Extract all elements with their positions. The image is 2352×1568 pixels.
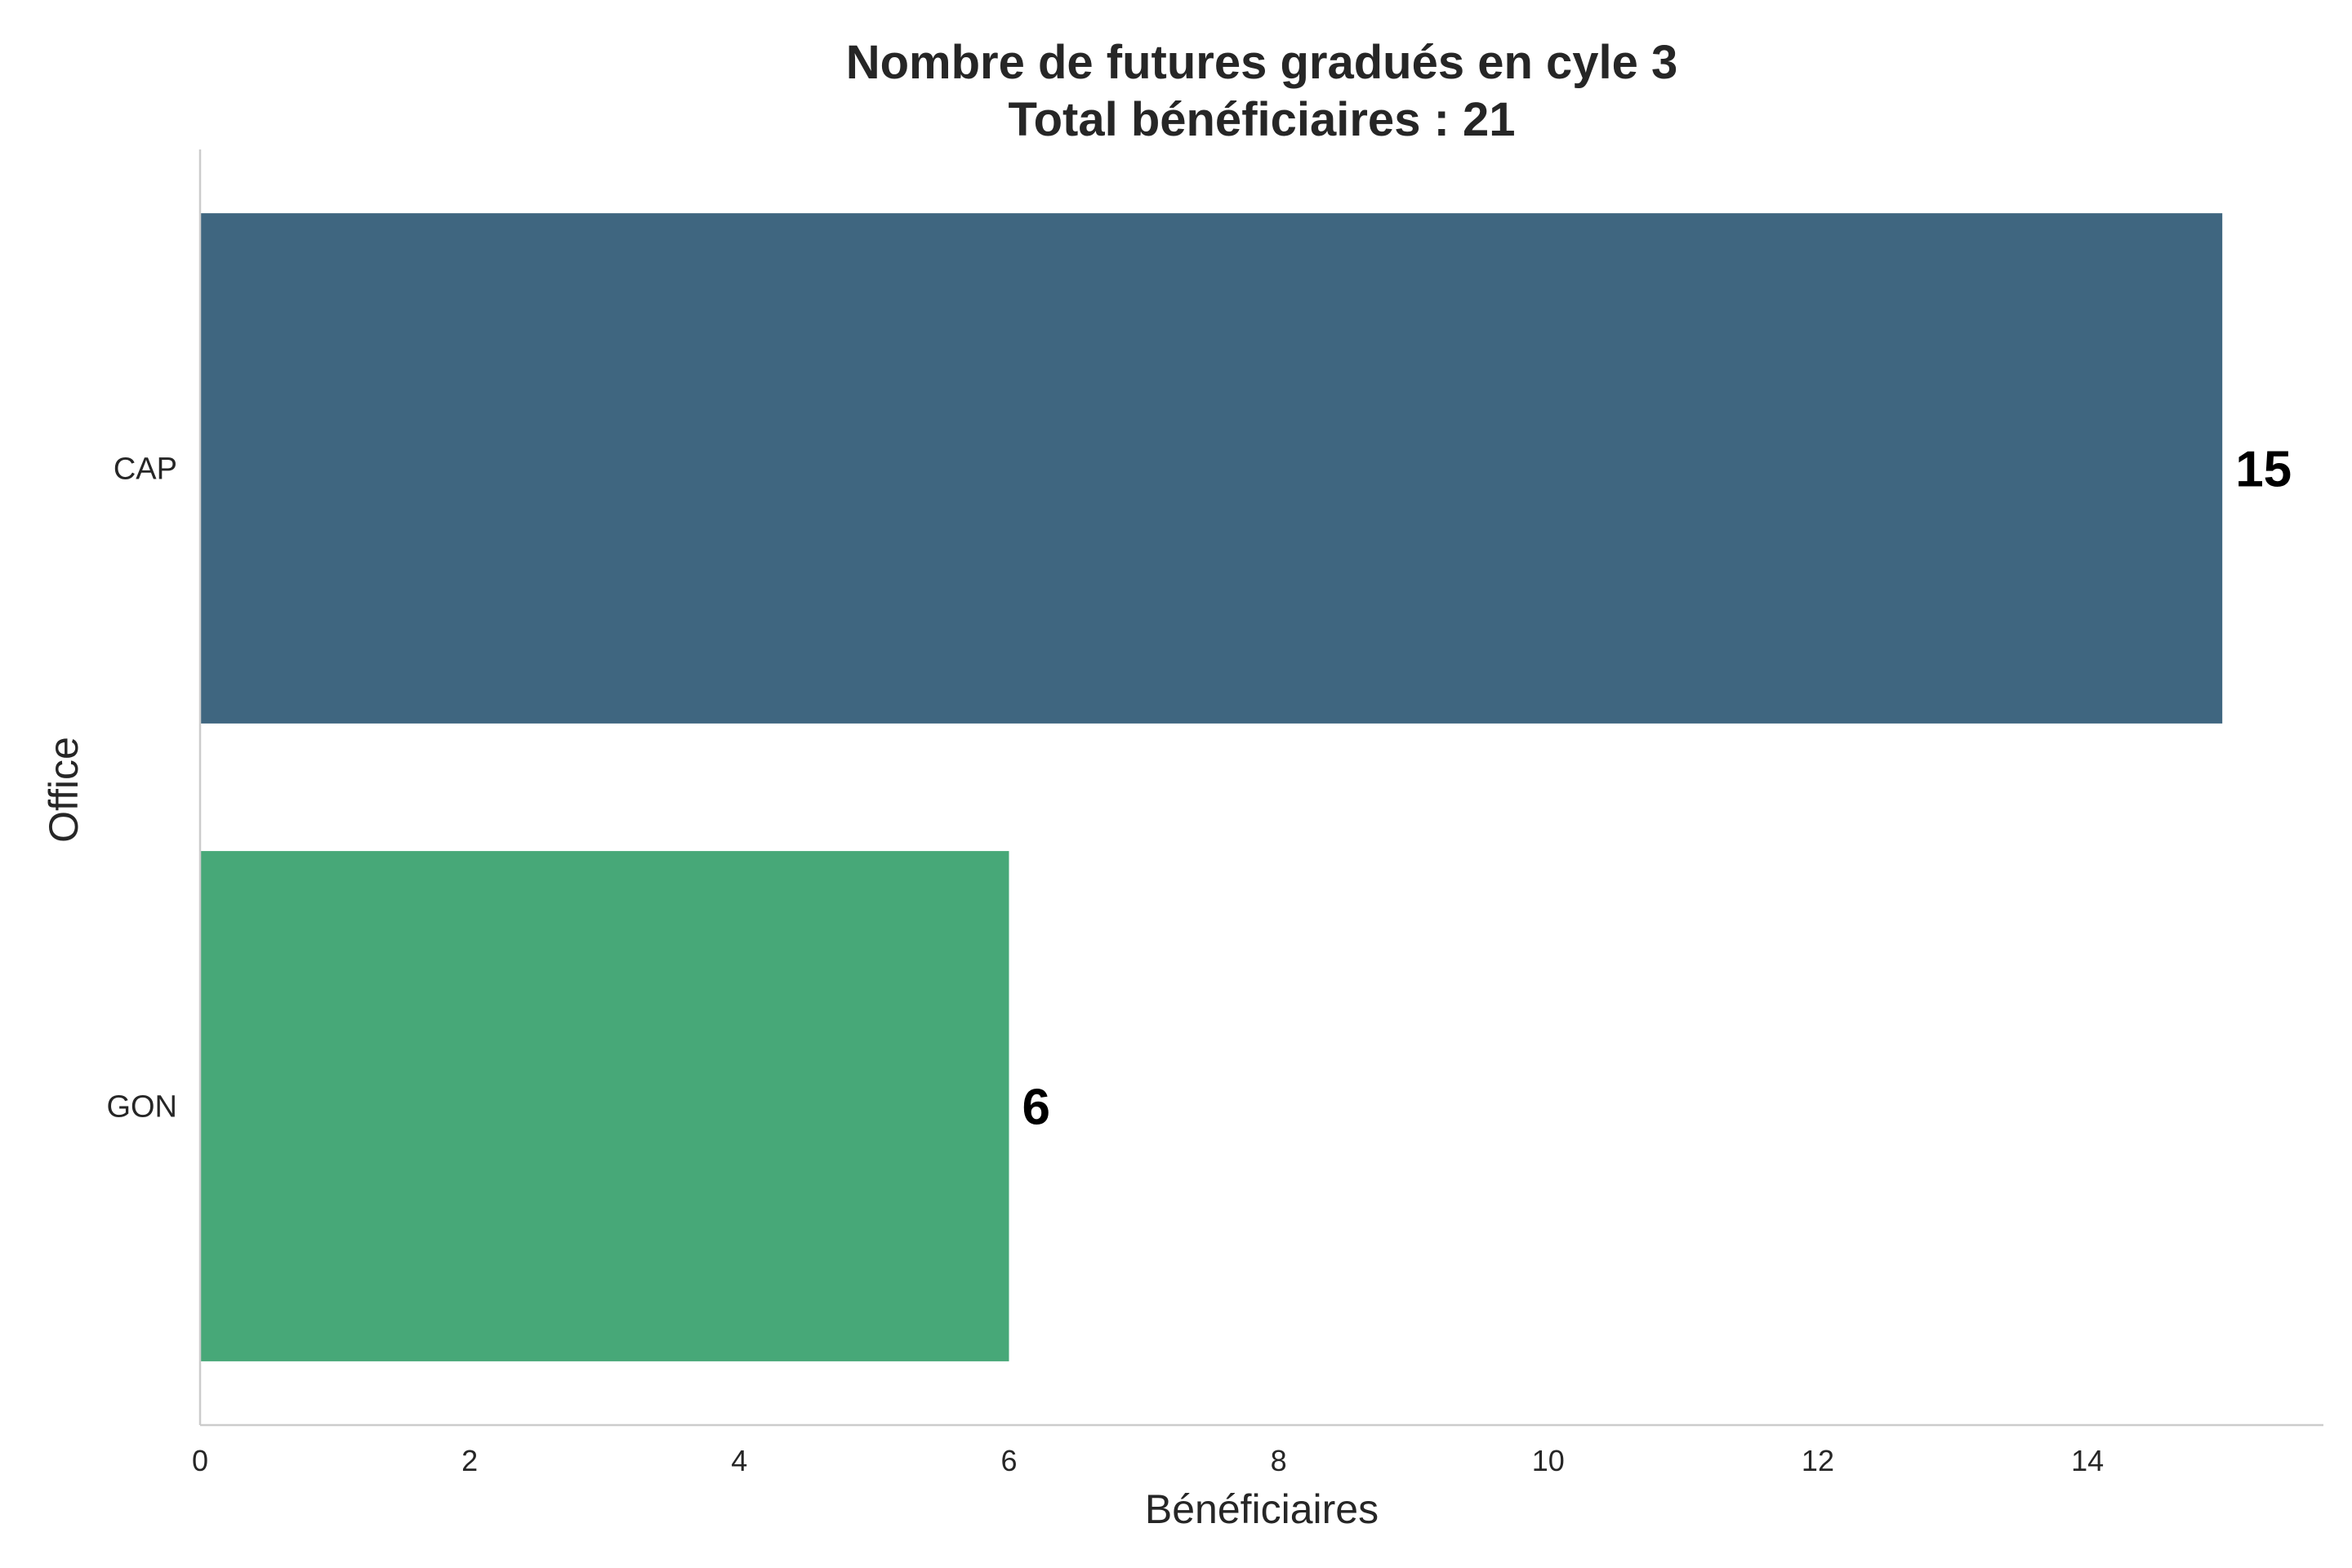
x-tick-label-10: 10 <box>1532 1444 1565 1477</box>
x-tick-label-4: 4 <box>731 1444 747 1477</box>
chart-title-line-1: Nombre de futures gradués en cyle 3 <box>846 36 1678 89</box>
bar-cap <box>200 213 2223 724</box>
x-axis-label: Bénéficiaires <box>1145 1486 1379 1532</box>
chart-title-line-2: Total bénéficiaires : 21 <box>1008 93 1515 146</box>
x-axis-ticks-group: 0 2 4 6 8 10 12 14 <box>192 1444 2104 1477</box>
category-labels-group: CAP GON <box>106 452 177 1125</box>
x-tick-label-2: 2 <box>461 1444 478 1477</box>
chart-title: Nombre de futures gradués en cyle 3 Tota… <box>846 36 1678 146</box>
bars-group <box>200 213 2223 1361</box>
data-label-cap: 15 <box>2235 442 2292 498</box>
x-tick-label-0: 0 <box>192 1444 208 1477</box>
x-tick-label-6: 6 <box>1000 1444 1017 1477</box>
x-tick-label-8: 8 <box>1271 1444 1287 1477</box>
x-tick-label-14: 14 <box>2071 1444 2104 1477</box>
y-axis-label: Office <box>41 737 87 843</box>
category-label-cap: CAP <box>114 452 177 487</box>
category-label-gon: GON <box>106 1090 177 1125</box>
x-tick-label-12: 12 <box>1802 1444 1834 1477</box>
data-label-gon: 6 <box>1022 1080 1049 1136</box>
data-labels-group: 15 6 <box>1022 442 2292 1136</box>
bar-gon <box>200 851 1009 1361</box>
